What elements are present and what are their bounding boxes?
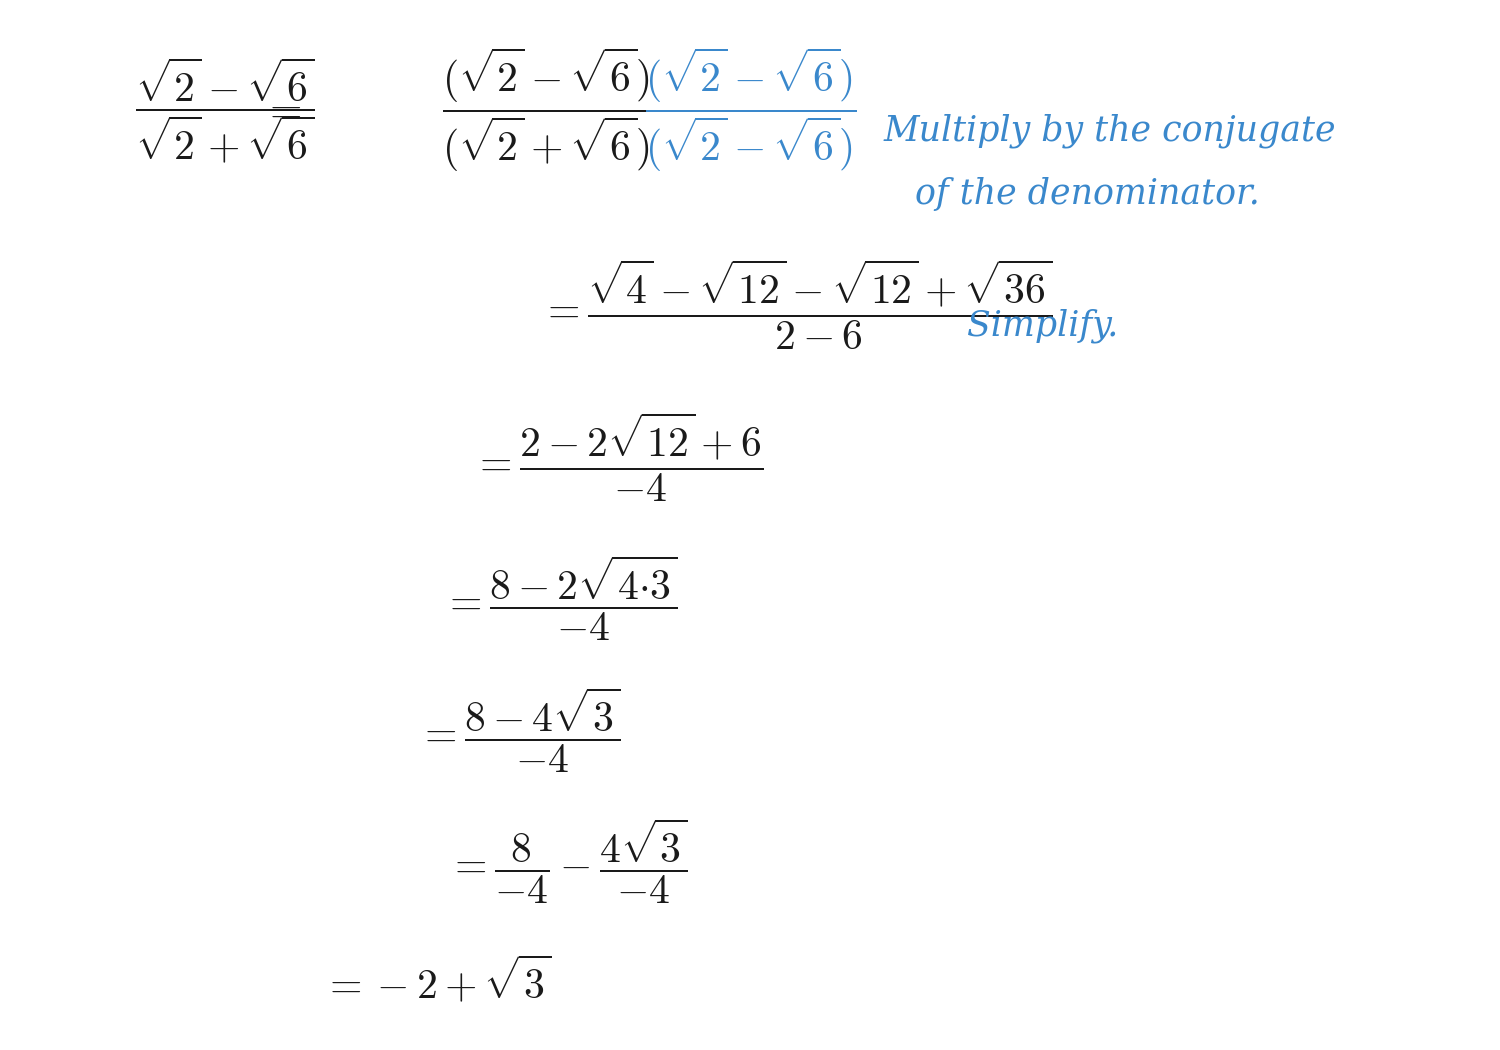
- Text: $=\dfrac{8-2\sqrt{4{\cdot}3}}{-4}$: $=\dfrac{8-2\sqrt{4{\cdot}3}}{-4}$: [442, 553, 678, 644]
- Text: $=\dfrac{\sqrt{4}-\sqrt{12}-\sqrt{12}+\sqrt{36}}{2-6}$: $=\dfrac{\sqrt{4}-\sqrt{12}-\sqrt{12}+\s…: [540, 257, 1053, 352]
- Text: $=\dfrac{2-2\sqrt{12}+6}{-4}$: $=\dfrac{2-2\sqrt{12}+6}{-4}$: [472, 410, 764, 504]
- Text: $\dfrac{(\sqrt{2}-\sqrt{6})}{(\sqrt{2}+\sqrt{6})}$: $\dfrac{(\sqrt{2}-\sqrt{6})}{(\sqrt{2}+\…: [442, 46, 654, 174]
- Text: $=$: $=$: [262, 89, 302, 131]
- Text: $=\dfrac{8-4\sqrt{3}}{-4}$: $=\dfrac{8-4\sqrt{3}}{-4}$: [417, 685, 620, 775]
- Text: $=-2+\sqrt{3}$: $=-2+\sqrt{3}$: [322, 956, 552, 1008]
- Text: Simplify.: Simplify.: [968, 309, 1118, 342]
- Text: Multiply by the conjugate: Multiply by the conjugate: [884, 114, 1336, 148]
- Text: $=\dfrac{8}{-4}-\dfrac{4\sqrt{3}}{-4}$: $=\dfrac{8}{-4}-\dfrac{4\sqrt{3}}{-4}$: [447, 816, 688, 906]
- Text: of the denominator.: of the denominator.: [915, 177, 1260, 211]
- Text: $\dfrac{\sqrt{2}-\sqrt{6}}{\sqrt{2}+\sqrt{6}}$: $\dfrac{\sqrt{2}-\sqrt{6}}{\sqrt{2}+\sqr…: [135, 56, 315, 165]
- Text: $\dfrac{(\sqrt{2}-\sqrt{6})}{(\sqrt{2}-\sqrt{6})}$: $\dfrac{(\sqrt{2}-\sqrt{6})}{(\sqrt{2}-\…: [645, 46, 856, 174]
